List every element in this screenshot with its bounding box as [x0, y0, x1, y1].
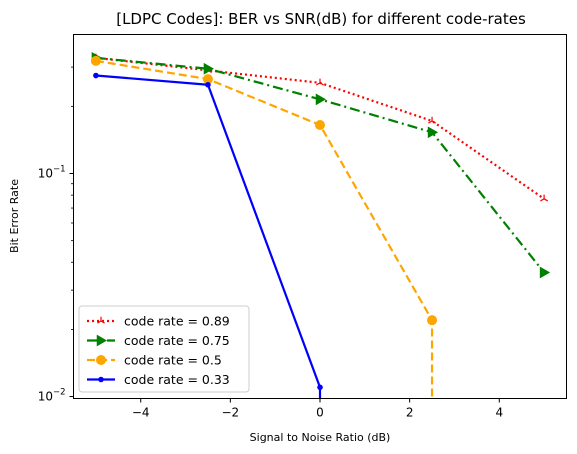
data-point [96, 355, 106, 365]
data-point [90, 55, 101, 66]
data-point [316, 78, 324, 86]
legend-label: code rate = 0.5 [124, 353, 222, 368]
x-axis-label: Signal to Noise Ratio (dB) [250, 431, 391, 444]
data-point [96, 334, 108, 347]
legend-label: code rate = 0.75 [124, 333, 230, 348]
data-point [540, 194, 549, 202]
legend-entry: code rate = 0.5 [87, 353, 222, 368]
x-tick-label: 2 [406, 406, 414, 420]
x-tick-label: 0 [316, 406, 324, 420]
legend: code rate = 0.89 code rate = 0.75 code rat… [78, 305, 250, 393]
y-axis-label: Bit Error Rate [8, 179, 21, 253]
data-point [428, 116, 436, 124]
data-point [315, 93, 327, 106]
legend-entry: code rate = 0.75 [87, 333, 230, 348]
data-point [203, 62, 214, 75]
series-line [95, 74, 322, 399]
chart-title: [LDPC Codes]: BER vs SNR(dB) for differe… [116, 10, 526, 28]
series-3 [93, 72, 323, 399]
legend-entry: code rate = 0.89 [87, 314, 230, 329]
legend-label: code rate = 0.89 [124, 314, 230, 329]
legend-box [78, 305, 250, 393]
x-tick-label: −2 [222, 406, 240, 420]
data-point [427, 126, 439, 139]
data-point [315, 120, 325, 131]
axes: −4 −2 0 2 4 10−2 10−1 [38, 66, 503, 420]
plot-frame [73, 34, 567, 399]
legend-label: code rate = 0.33 [124, 372, 230, 387]
x-tick-label: 4 [495, 406, 503, 420]
data-point [98, 376, 104, 383]
data-point [539, 266, 551, 279]
data-point [205, 81, 211, 88]
legend-entry: code rate = 0.33 [87, 372, 230, 387]
data-point [317, 384, 323, 391]
series-lines [90, 51, 551, 399]
y-tick-label: 10−2 [38, 388, 66, 404]
data-point [97, 316, 105, 324]
series-2 [90, 55, 438, 399]
data-point [93, 72, 99, 79]
data-point [427, 315, 438, 326]
x-tick-label: −4 [132, 406, 150, 420]
y-tick-label: 10−1 [38, 165, 66, 181]
